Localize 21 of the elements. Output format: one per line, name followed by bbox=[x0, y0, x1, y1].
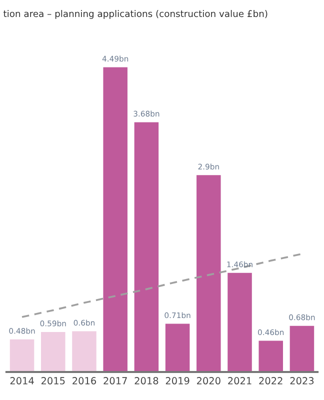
bar bbox=[72, 331, 96, 372]
bar bbox=[290, 326, 314, 372]
bar bbox=[165, 324, 190, 372]
x-tick-label: 2022 bbox=[259, 377, 282, 384]
x-tick-label: 2019 bbox=[166, 377, 190, 384]
x-tick-label: 2014 bbox=[10, 377, 34, 384]
x-tick-label: 2021 bbox=[228, 377, 252, 384]
x-tick-label: 2023 bbox=[290, 377, 314, 384]
bar bbox=[10, 339, 34, 372]
x-tick-label: 2018 bbox=[134, 377, 158, 384]
bar bbox=[228, 272, 252, 372]
chart-title: tion area – planning applications (construction value £bn) bbox=[3, 10, 268, 19]
x-tick-label: 2016 bbox=[72, 377, 96, 384]
bar bbox=[134, 122, 159, 372]
bar bbox=[41, 332, 66, 372]
x-tick-label: 2015 bbox=[41, 377, 65, 384]
bar bbox=[103, 67, 128, 372]
x-tick-label: 2017 bbox=[104, 377, 127, 384]
bar bbox=[196, 175, 221, 372]
bar bbox=[258, 340, 283, 372]
x-tick-label: 2020 bbox=[196, 377, 220, 384]
